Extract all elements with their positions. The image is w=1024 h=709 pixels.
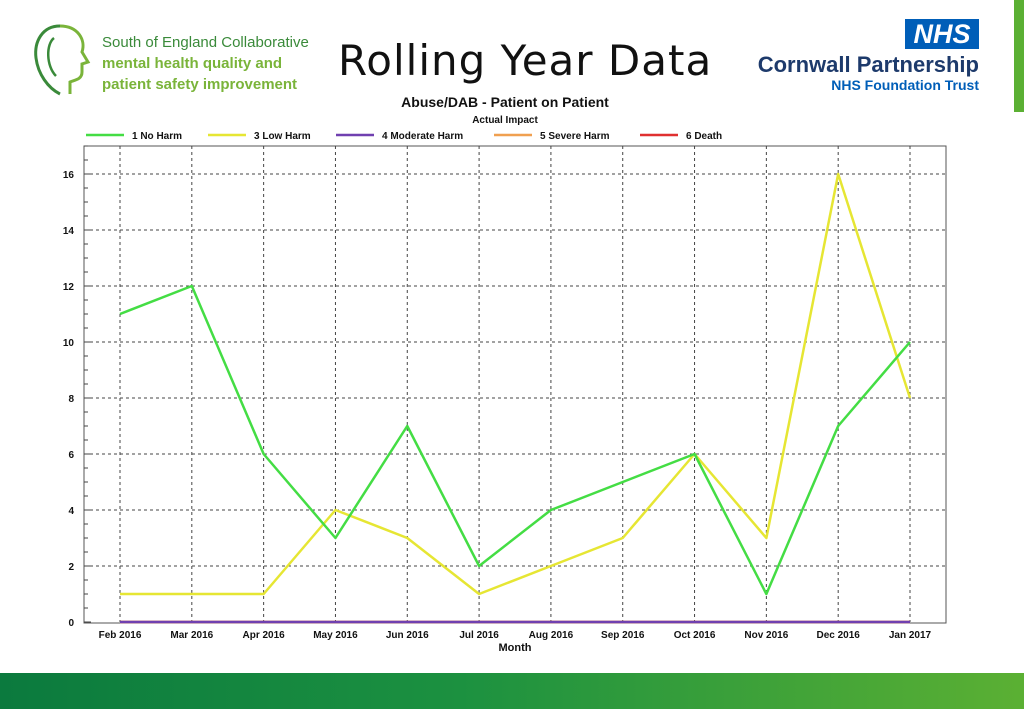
logo-line-3: patient safety improvement xyxy=(102,76,298,93)
legend-label: 6 Death xyxy=(686,131,722,142)
logo-line-2: mental health quality and xyxy=(102,55,283,72)
x-tick-label: Nov 2016 xyxy=(744,630,788,641)
org-subtitle: NHS Foundation Trust xyxy=(831,77,979,93)
y-tick-label: 14 xyxy=(63,226,75,237)
series-line-2 xyxy=(120,172,912,596)
accent-strip xyxy=(1014,0,1024,112)
logo-line-1: South of England Collaborative xyxy=(102,34,309,51)
footer-band xyxy=(0,673,1024,709)
x-tick-label: Mar 2016 xyxy=(170,630,213,641)
nhs-logo: NHS xyxy=(905,19,979,49)
x-tick-label: Feb 2016 xyxy=(99,630,142,641)
x-axis-title: Month xyxy=(499,642,532,654)
x-tick-label: Dec 2016 xyxy=(816,630,860,641)
y-tick-label: 10 xyxy=(63,338,75,349)
legend-label: 1 No Harm xyxy=(132,131,182,142)
y-axis: 0 2 4 6 8 10 12 14 16 xyxy=(63,145,91,629)
y-tick-label: 6 xyxy=(68,450,74,461)
x-tick-label: Apr 2016 xyxy=(243,630,286,641)
x-tick-label: Oct 2016 xyxy=(674,630,716,641)
x-tick-label: Jul 2016 xyxy=(459,630,499,641)
y-tick-label: 16 xyxy=(63,170,75,181)
legend-label: 3 Low Harm xyxy=(254,131,311,142)
x-tick-label: Sep 2016 xyxy=(601,630,645,641)
collaborative-logo: South of England Collaborative mental he… xyxy=(30,22,320,100)
x-tick-label: May 2016 xyxy=(313,630,358,641)
x-axis: Feb 2016 Mar 2016 Apr 2016 May 2016 Jun 2016… xyxy=(99,630,932,641)
series-line-1 xyxy=(119,284,911,596)
chart-legend: 1 No Harm 3 Low Harm 4 Moderate Harm 5 Seve… xyxy=(86,131,722,142)
grid-lines xyxy=(84,146,946,622)
x-tick-label: Jan 2017 xyxy=(889,630,932,641)
y-tick-label: 2 xyxy=(68,562,74,573)
y-tick-label: 8 xyxy=(68,394,74,405)
chart-title: Abuse/DAB - Patient on Patient xyxy=(401,94,609,110)
chart-subtitle: Actual Impact xyxy=(472,115,538,126)
y-tick-label: 4 xyxy=(68,506,74,517)
slide-title: Rolling Year Data xyxy=(338,36,713,85)
head-profile-icon xyxy=(34,24,91,96)
y-tick-label: 0 xyxy=(68,618,74,629)
series-lines xyxy=(119,172,912,624)
y-tick-label: 12 xyxy=(63,282,75,293)
x-tick-label: Aug 2016 xyxy=(529,630,574,641)
legend-label: 5 Severe Harm xyxy=(540,131,610,142)
org-name: Cornwall Partnership xyxy=(757,52,979,77)
x-tick-label: Jun 2016 xyxy=(386,630,429,641)
legend-label: 4 Moderate Harm xyxy=(382,131,463,142)
plot-area xyxy=(83,145,947,624)
